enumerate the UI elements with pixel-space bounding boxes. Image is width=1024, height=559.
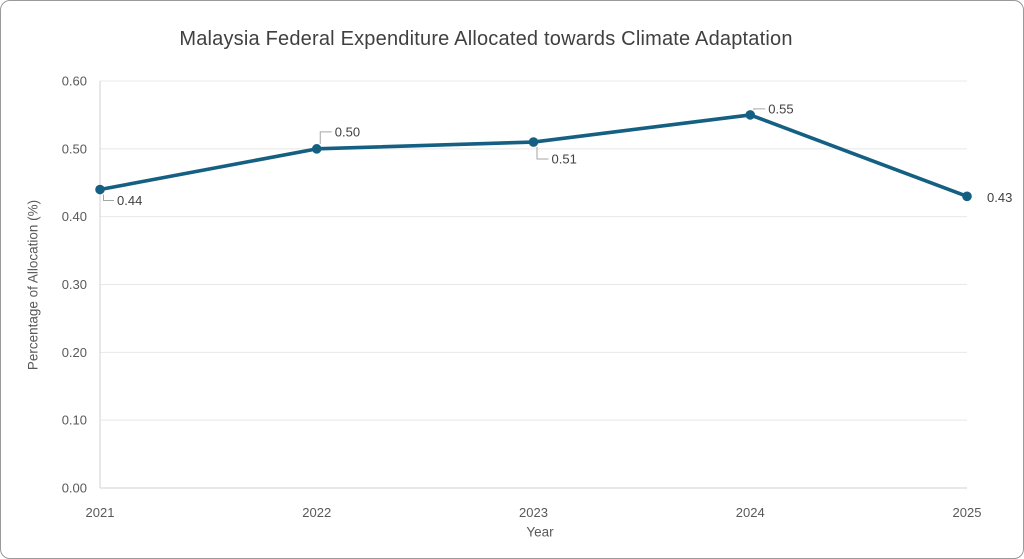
data-point-marker-2025	[962, 191, 972, 202]
x-tick-label-2022: 2022	[302, 505, 331, 520]
data-label-leader-2023	[536, 147, 549, 160]
data-label-2023: 0.51	[552, 152, 577, 167]
data-point-marker-2022	[311, 144, 322, 154]
data-label-2024: 0.55	[768, 101, 793, 116]
data-label-leader-2022	[319, 131, 332, 144]
data-label-2021: 0.44	[117, 193, 142, 208]
series-line	[98, 113, 969, 199]
data-point-marker-2024	[745, 110, 756, 120]
data-point-marker-2021	[95, 184, 105, 195]
y-tick-label-0.00: 0.00	[62, 481, 87, 496]
x-tick-label-2021: 2021	[86, 505, 115, 520]
data-label-leader-2024	[753, 108, 766, 110]
y-tick-label-0.60: 0.60	[62, 74, 87, 89]
y-axis-title: Percentage of Allocation (%)	[25, 199, 41, 371]
x-axis-title: Year	[526, 524, 554, 540]
y-tick-label-0.10: 0.10	[62, 413, 87, 428]
y-tick-label-0.30: 0.30	[62, 277, 87, 292]
data-label-2022: 0.50	[335, 124, 360, 139]
chart-title: Malaysia Federal Expenditure Allocated t…	[179, 28, 793, 50]
x-tick-label-2025: 2025	[953, 505, 982, 520]
data-point-marker-2023	[528, 137, 539, 147]
x-tick-label-2024: 2024	[736, 505, 765, 520]
data-label-2025: 0.43	[987, 190, 1012, 205]
y-tick-label-0.50: 0.50	[62, 141, 87, 156]
x-tick-label-2023: 2023	[519, 505, 548, 520]
y-tick-label-0.40: 0.40	[62, 209, 87, 224]
data-label-leader-2021	[103, 194, 114, 202]
y-tick-label-0.20: 0.20	[62, 345, 87, 360]
